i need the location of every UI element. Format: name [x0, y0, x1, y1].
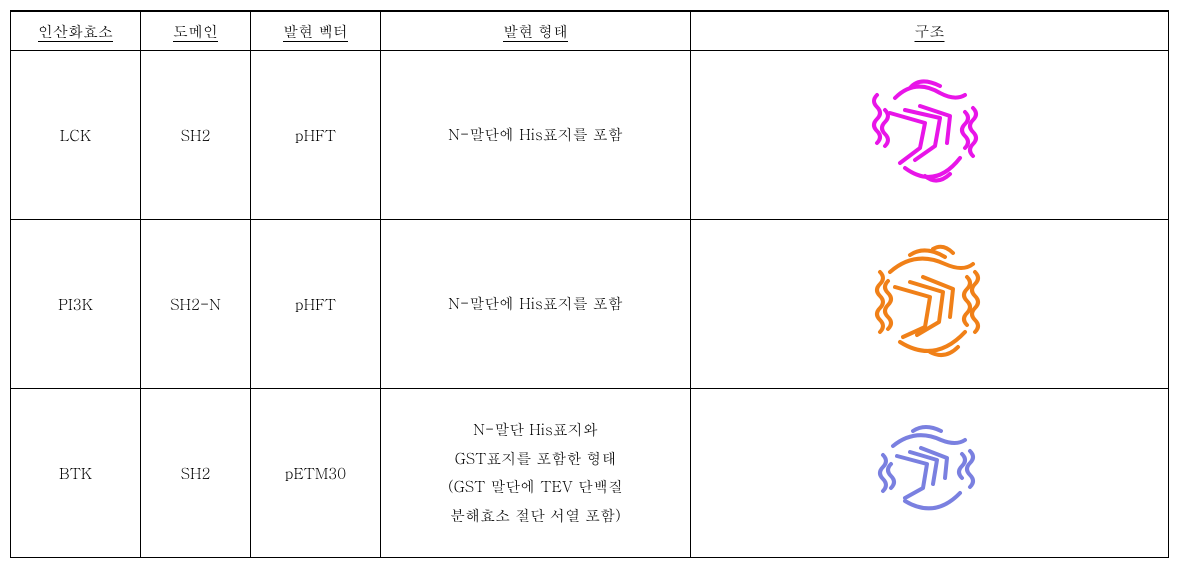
cell-vector: pHFT [251, 51, 381, 220]
header-form: 발현 형태 [381, 11, 691, 51]
kinase-table: 인산화효소 도메인 발현 벡터 발현 형태 구조 LCK SH2 pHFT N-… [10, 10, 1169, 558]
header-vector: 발현 벡터 [251, 11, 381, 51]
cell-form: N-말단에 His표지를 포함 [381, 220, 691, 389]
cell-domain: SH2 [141, 51, 251, 220]
cell-kinase: BTK [11, 389, 141, 558]
table-row: LCK SH2 pHFT N-말단에 His표지를 포함 [11, 51, 1169, 220]
cell-domain: SH2-N [141, 220, 251, 389]
table-row: PI3K SH2-N pHFT N-말단에 His표지를 포함 [11, 220, 1169, 389]
cell-structure [691, 220, 1169, 389]
table-row: BTK SH2 pETM30 N-말단 His표지와GST표지를 포함한 형태(… [11, 389, 1169, 558]
cell-structure [691, 51, 1169, 220]
cell-structure [691, 389, 1169, 558]
cell-domain: SH2 [141, 389, 251, 558]
protein-structure-icon [855, 68, 1005, 198]
protein-structure-icon [855, 237, 1005, 367]
header-kinase: 인산화효소 [11, 11, 141, 51]
cell-kinase: PI3K [11, 220, 141, 389]
cell-form: N-말단 His표지와GST표지를 포함한 형태(GST 말단에 TEV 단백질… [381, 389, 691, 558]
header-structure: 구조 [691, 11, 1169, 51]
protein-structure-icon [855, 406, 1005, 536]
cell-vector: pETM30 [251, 389, 381, 558]
header-row: 인산화효소 도메인 발현 벡터 발현 형태 구조 [11, 11, 1169, 51]
cell-kinase: LCK [11, 51, 141, 220]
cell-form: N-말단에 His표지를 포함 [381, 51, 691, 220]
cell-vector: pHFT [251, 220, 381, 389]
header-domain: 도메인 [141, 11, 251, 51]
